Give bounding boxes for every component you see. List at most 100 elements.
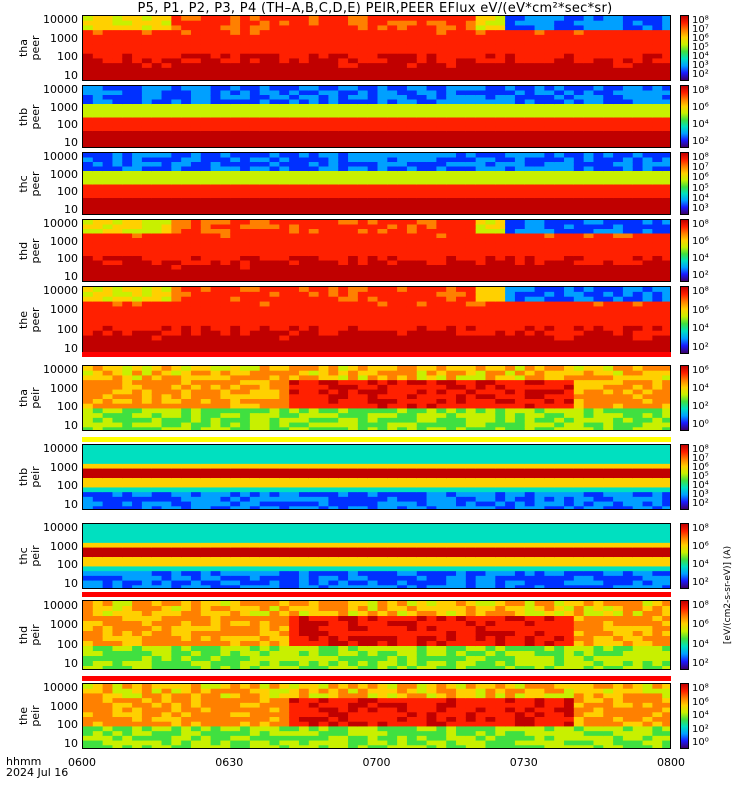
spectrogram-cell	[485, 321, 496, 327]
spectrogram-cell	[357, 427, 369, 430]
spectrogram-cell	[524, 86, 536, 92]
spectrogram-cell	[436, 162, 447, 168]
spectrogram-cell	[259, 180, 271, 186]
spectrogram-cell	[613, 340, 624, 346]
spectrogram-cell	[652, 260, 663, 266]
spectrogram-cell	[622, 16, 634, 22]
spectrogram-cell	[171, 335, 182, 342]
spectrogram-cell	[348, 99, 359, 105]
spectrogram-cell	[122, 189, 133, 195]
spectrogram-cell	[426, 291, 437, 298]
spectrogram-cell	[92, 63, 104, 69]
spectrogram-cell	[92, 265, 104, 271]
spectrogram-cell	[475, 427, 487, 430]
spectrogram-cell	[446, 316, 457, 322]
spectrogram-cell	[465, 380, 477, 386]
spectrogram-cell	[583, 153, 595, 159]
spectrogram-cell	[397, 104, 408, 110]
spectrogram-cell	[230, 366, 241, 372]
spectrogram-cell	[357, 345, 369, 351]
spectrogram-cell	[397, 325, 408, 332]
spectrogram-cell	[583, 394, 595, 400]
spectrogram-cell	[514, 256, 526, 262]
spectrogram-cell	[514, 86, 526, 92]
spectrogram-cell	[269, 366, 280, 372]
spectrogram-cell	[603, 135, 614, 141]
spectrogram-cell	[122, 247, 133, 253]
spectrogram-cell	[338, 20, 349, 27]
spectrogram-cell	[416, 384, 428, 391]
spectrogram-cell	[112, 117, 123, 123]
spectrogram-cell	[514, 251, 526, 257]
spectrogram-cell	[554, 44, 565, 50]
spectrogram-cell	[151, 301, 163, 308]
spectrogram-cell	[240, 198, 251, 204]
spectrogram-cell	[485, 53, 496, 60]
spectrogram-cell	[318, 140, 330, 146]
spectrogram-cell	[446, 296, 457, 303]
spectrogram-cell	[112, 350, 123, 353]
spectrogram-cell	[141, 180, 153, 186]
spectrogram-cell	[122, 67, 133, 74]
spectrogram-cell	[122, 233, 133, 239]
spectrogram-cell	[230, 220, 241, 226]
spectrogram-cell	[102, 325, 114, 332]
spectrogram-cell	[456, 256, 467, 262]
spectrogram-cell	[573, 224, 585, 230]
spectrogram-cell	[446, 403, 457, 410]
spectrogram-cell	[190, 16, 202, 22]
spectrogram-cell	[495, 291, 506, 298]
spectrogram-cell	[524, 99, 536, 105]
spectrogram-cell	[505, 49, 516, 55]
spectrogram-cell	[357, 403, 369, 410]
spectrogram-cell	[328, 287, 339, 293]
spectrogram-cell	[289, 220, 300, 226]
spectrogram-cell	[308, 99, 320, 105]
spectrogram-cell	[161, 198, 172, 204]
spectrogram-cell	[495, 413, 506, 419]
spectrogram-cell	[495, 325, 506, 332]
spectrogram-cell	[220, 301, 231, 308]
spectrogram-cell	[514, 198, 526, 204]
spectrogram-cell	[308, 58, 320, 64]
spectrogram-cell	[475, 325, 487, 332]
spectrogram-cell	[534, 238, 545, 244]
spectrogram-cell	[92, 321, 104, 327]
spectrogram-cell	[141, 34, 153, 41]
spectrogram-cell	[112, 370, 123, 377]
spectrogram-cell	[465, 340, 477, 346]
spectrogram-cell	[141, 238, 153, 244]
spectrogram-cell	[652, 63, 663, 69]
spectrogram-cell	[181, 202, 192, 208]
spectrogram-cell	[289, 394, 300, 400]
colorbar-tick-label: 10⁶	[692, 102, 709, 113]
spectrogram-cell	[122, 30, 133, 36]
spectrogram-cell	[161, 131, 172, 137]
spectrogram-cell	[151, 144, 163, 147]
spectrogram-cell	[190, 345, 202, 351]
spectrogram-cell	[249, 95, 261, 101]
spectrogram-cell	[573, 104, 585, 110]
spectrogram-cell	[377, 131, 388, 137]
spectrogram-cell	[240, 321, 251, 327]
spectrogram-cell	[564, 153, 575, 159]
spectrogram-cell	[387, 58, 398, 64]
spectrogram-cell	[465, 126, 477, 132]
spectrogram-cell	[642, 325, 653, 332]
spectrogram-cell	[190, 53, 202, 60]
spectrogram-cell	[377, 233, 388, 239]
spectrogram-cell	[210, 296, 222, 303]
spectrogram-cell	[426, 162, 437, 168]
spectrogram-cell	[465, 135, 477, 141]
spectrogram-cell	[456, 229, 467, 235]
spectrogram-cell	[416, 417, 428, 424]
spectrogram-cell	[298, 16, 310, 22]
spectrogram-cell	[564, 67, 575, 74]
spectrogram-cell	[122, 274, 133, 280]
spectrogram-cell	[102, 345, 114, 351]
spectrogram-cell	[426, 86, 437, 92]
spectrogram-cell	[524, 394, 536, 400]
spectrogram-cell	[83, 242, 94, 248]
spectrogram-cell	[505, 184, 516, 190]
spectrogram-cell	[122, 157, 133, 163]
